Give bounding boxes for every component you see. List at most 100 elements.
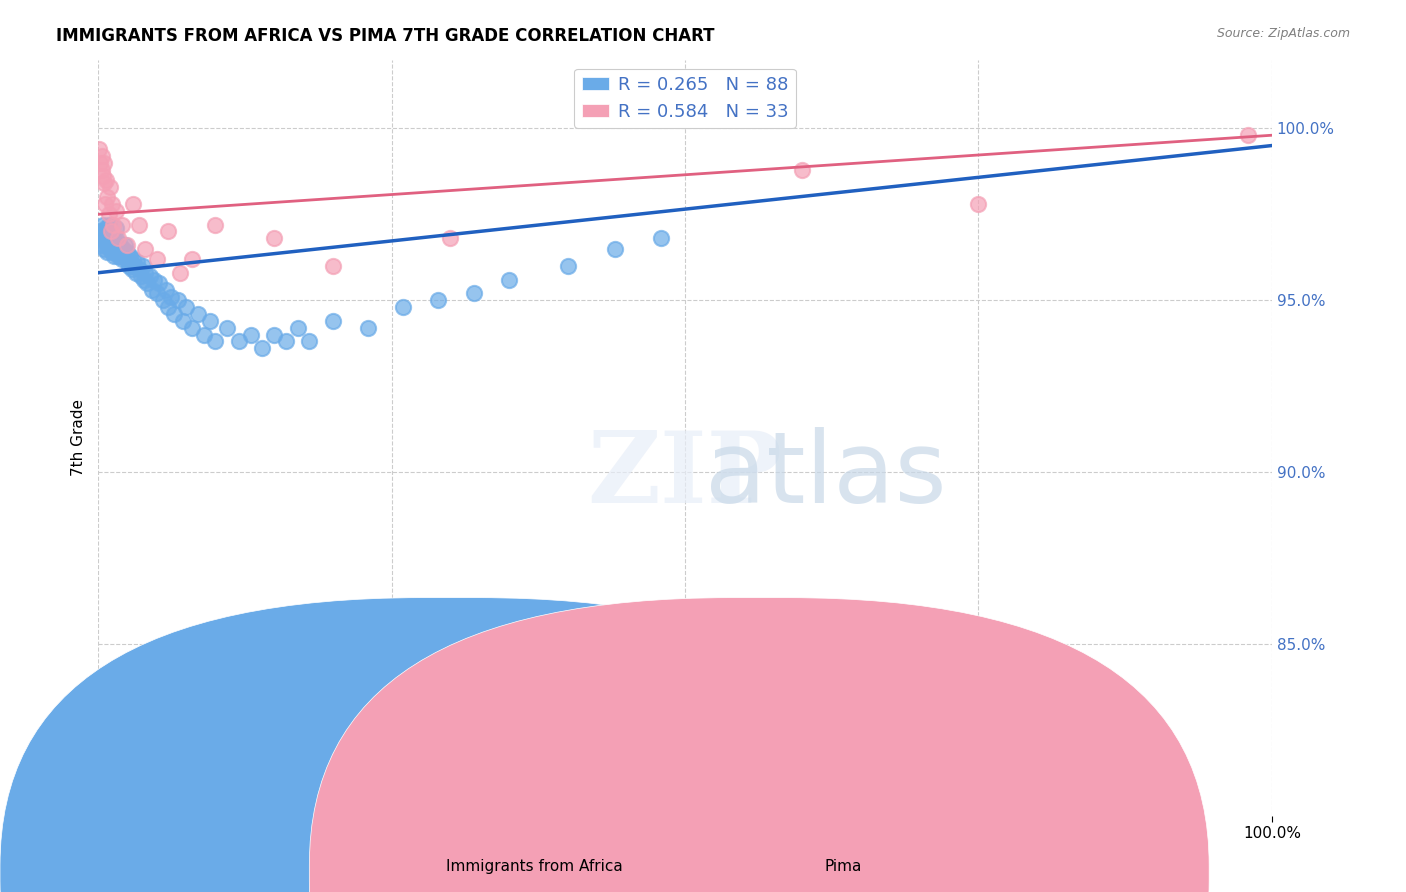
Point [128,262,150,277]
Point [118,248,141,262]
Point [169,266,191,280]
Point [239,327,262,342]
Point [98,179,121,194]
Text: Source: ZipAtlas.com: Source: ZipAtlas.com [1216,27,1350,40]
Point [193,327,215,342]
Point [90,149,112,163]
Point [110,218,132,232]
Point [89,142,111,156]
Point [91,218,114,232]
Point [136,276,159,290]
Text: Pima: Pima [825,859,862,874]
Point [97,218,120,232]
Point [159,290,181,304]
Point [96,173,118,187]
Point [557,259,579,273]
Point [108,242,131,256]
Point [263,231,285,245]
Point [110,245,132,260]
Point [204,218,226,232]
Point [93,225,115,239]
Point [134,266,156,280]
Point [131,269,153,284]
Point [111,242,134,256]
Point [274,334,297,349]
Point [89,225,111,239]
Point [96,227,118,242]
Point [100,225,122,239]
Point [167,293,190,308]
Text: atlas: atlas [704,427,946,524]
Point [204,334,226,349]
Point [100,235,122,249]
Point [104,221,127,235]
Point [115,252,138,266]
Point [181,320,204,334]
Point [322,314,344,328]
Point [94,197,117,211]
Point [198,314,221,328]
Point [1237,128,1260,143]
Point [132,272,155,286]
Point [91,169,114,184]
Point [141,283,163,297]
Point [967,197,990,211]
Point [298,334,321,349]
Point [110,252,132,266]
Point [650,231,672,245]
Point [89,155,111,169]
Point [120,255,142,269]
Point [96,231,118,245]
Point [155,283,177,297]
Point [107,248,129,262]
Text: IMMIGRANTS FROM AFRICA VS PIMA 7TH GRADE CORRELATION CHART: IMMIGRANTS FROM AFRICA VS PIMA 7TH GRADE… [56,27,714,45]
Y-axis label: 7th Grade: 7th Grade [72,400,86,476]
Point [117,238,139,252]
Point [110,238,132,252]
Point [103,231,125,245]
Point [93,242,115,256]
Point [96,245,118,260]
Point [148,276,170,290]
Point [263,327,285,342]
Point [172,314,194,328]
Point [114,238,136,252]
Point [228,334,250,349]
Point [93,177,115,191]
Point [105,235,128,249]
Point [124,266,146,280]
Legend: R = 0.265   N = 88, R = 0.584   N = 33: R = 0.265 N = 88, R = 0.584 N = 33 [575,69,796,128]
Point [122,252,145,266]
Point [174,300,197,314]
Point [122,197,145,211]
Point [103,242,125,256]
Point [322,259,344,273]
Point [124,259,146,273]
Point [392,300,415,314]
Point [96,190,118,204]
Point [128,218,150,232]
Point [98,227,121,242]
Point [103,218,125,232]
Text: Immigrants from Africa: Immigrants from Africa [446,859,623,874]
Point [97,238,120,252]
Point [143,272,166,286]
Point [104,231,127,245]
Point [101,238,124,252]
Point [498,272,520,286]
Point [187,307,209,321]
Point [98,242,121,256]
Point [93,155,115,169]
Point [94,235,117,249]
Point [125,255,148,269]
Point [357,320,380,334]
Text: ZIP: ZIP [588,427,782,524]
Point [104,203,127,218]
Point [121,262,143,277]
Point [131,259,153,273]
Point [792,162,814,177]
Point [90,162,112,177]
Point [287,320,309,334]
Point [134,242,156,256]
Point [117,259,139,273]
